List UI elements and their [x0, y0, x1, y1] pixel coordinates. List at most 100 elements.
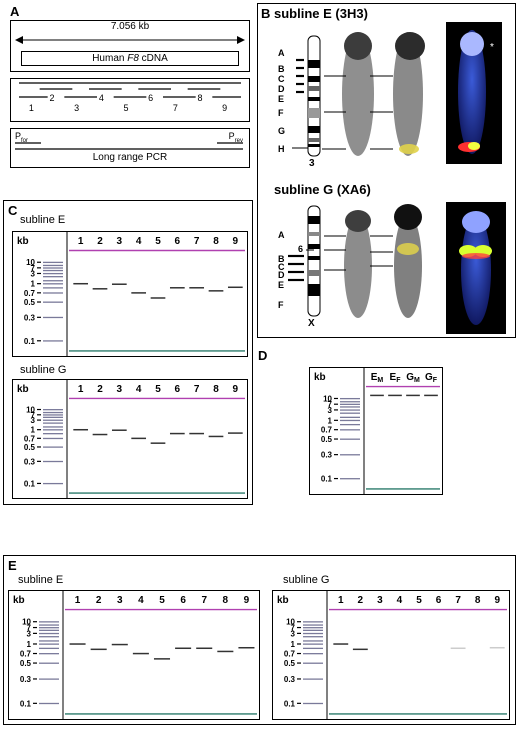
ladder-band — [43, 264, 63, 267]
ladder-band — [43, 287, 63, 289]
ideogram-chrX — [307, 205, 321, 317]
lane-band — [208, 435, 224, 438]
lane-label: 2 — [96, 595, 102, 606]
lane-label: EF — [390, 372, 402, 384]
lane-label: 6 — [175, 384, 181, 395]
ladder-label: 0.3 — [24, 313, 36, 322]
ladder-band — [39, 632, 59, 635]
panel-c-subline-g: subline G — [20, 364, 67, 376]
lane-label: 9 — [244, 595, 250, 606]
chromosome-e-gray-2 — [393, 32, 423, 156]
gel-d: kb 10 7 3 1 0.7 0.5 0.3 0.1 EM EF GM GF — [309, 367, 443, 495]
ideogram-chr3 — [307, 35, 321, 157]
lane-band — [90, 648, 107, 651]
band-label-g-b: B — [278, 254, 285, 264]
gel-e-e: kb 10 7 3 1 0.7 0.5 0.3 0.1 1 2 3 4 5 6 7 8 9 — [8, 590, 260, 720]
ladder-label: 0.1 — [24, 479, 36, 488]
ladder-band — [340, 478, 360, 480]
lane-label: 3 — [117, 384, 123, 395]
lane-label: GM — [406, 372, 420, 384]
ladder-band — [39, 636, 59, 638]
ladder-band — [303, 621, 323, 623]
lane-label: 8 — [213, 384, 219, 395]
band-ticks-e — [292, 58, 308, 149]
ladder-band — [340, 419, 360, 422]
ladder-band — [303, 702, 323, 705]
ladder-band — [340, 403, 360, 405]
amplicon-label-2: 2 — [49, 93, 54, 103]
subline-e-title: subline E (3H3) — [274, 6, 368, 21]
band-label-g-a: A — [278, 230, 285, 240]
lane-label: 3 — [377, 595, 383, 606]
ladder-band — [303, 640, 323, 642]
ladder-label: 3 — [328, 406, 333, 415]
ladder-band — [340, 429, 360, 431]
lane-label: 1 — [338, 595, 344, 606]
ladder-label: 10 — [22, 618, 31, 627]
ladder-label: 0.5 — [284, 659, 296, 668]
ladder-label: 0.5 — [20, 659, 32, 668]
lane-label: 1 — [78, 384, 84, 395]
ladder-label: 7 — [27, 624, 32, 633]
kb-label: kb — [13, 595, 25, 606]
pcr-lines — [15, 142, 243, 150]
band-g-marker: 6 — [298, 244, 304, 254]
lane-band — [217, 650, 234, 653]
ladder-band — [340, 409, 360, 411]
lane-band — [132, 652, 149, 655]
ladder-label: 1 — [291, 640, 296, 649]
ladder-band — [43, 301, 63, 303]
band-label-e-b: B — [278, 64, 285, 74]
ladder-band — [39, 678, 59, 680]
ladder-band — [340, 454, 360, 456]
gel-c-g: kb 10 7 3 1 0.7 0.5 0.3 0.1 1 2 3 4 5 6 7 8 9 — [12, 379, 248, 499]
ladder-band — [340, 397, 360, 400]
lane-label: 4 — [397, 595, 403, 606]
lane-label: 6 — [175, 236, 181, 247]
ladder-band — [43, 422, 63, 424]
ladder-label: 0.7 — [24, 289, 36, 298]
lane-band — [489, 646, 505, 649]
lane-band — [189, 287, 205, 289]
lane-band — [150, 297, 166, 299]
ladder-band — [39, 629, 59, 631]
gel-e-g: kb 10 7 3 1 0.7 0.5 0.3 0.1 1 2 3 4 5 6 7 8 9 — [272, 590, 510, 720]
band-label-e-c: C — [278, 74, 285, 84]
lane-label: 3 — [117, 236, 123, 247]
ladder-band — [340, 401, 360, 403]
primer-forward-sub: for — [21, 137, 29, 144]
lane-label: 5 — [155, 236, 161, 247]
ladder-label: 0.1 — [24, 337, 36, 346]
chromosome-x-label: X — [308, 318, 315, 329]
ladder-label: 0.7 — [20, 650, 32, 659]
ladder-label: 0.3 — [24, 457, 36, 466]
ladder-band — [39, 640, 59, 642]
ladder-band — [43, 316, 63, 319]
ladder-label: 0.5 — [24, 298, 36, 307]
ladder-label: 0.3 — [20, 675, 32, 684]
ladder-label: 3 — [27, 629, 32, 638]
ladder-band — [39, 627, 59, 629]
lane-label: 2 — [358, 595, 364, 606]
ladder-label: 10 — [286, 618, 295, 627]
primer-reverse-main: P — [228, 131, 235, 141]
ladder-label: 0.3 — [321, 451, 333, 460]
lane-band — [333, 643, 349, 645]
panel-c-subline-e: subline E — [20, 214, 66, 226]
ladder-band — [43, 446, 63, 448]
lane-label: 9 — [494, 595, 500, 606]
ladder-band — [303, 629, 323, 631]
ladder-band — [43, 276, 63, 278]
subline-g-title: subline G (XA6) — [274, 182, 371, 197]
lane-label: 3 — [117, 595, 123, 606]
ladder-label: 0.7 — [321, 426, 333, 435]
kb-label: kb — [277, 595, 289, 606]
lane-label: 6 — [436, 595, 442, 606]
lane-label: 8 — [475, 595, 481, 606]
ladder-label: 3 — [31, 269, 36, 278]
panel-a-amplicon-box: 1 2 3 4 5 6 7 8 9 — [10, 78, 250, 122]
ladder-band — [43, 426, 63, 428]
band-label-e-f: F — [278, 108, 284, 118]
cdna-length-arrow — [15, 36, 245, 44]
